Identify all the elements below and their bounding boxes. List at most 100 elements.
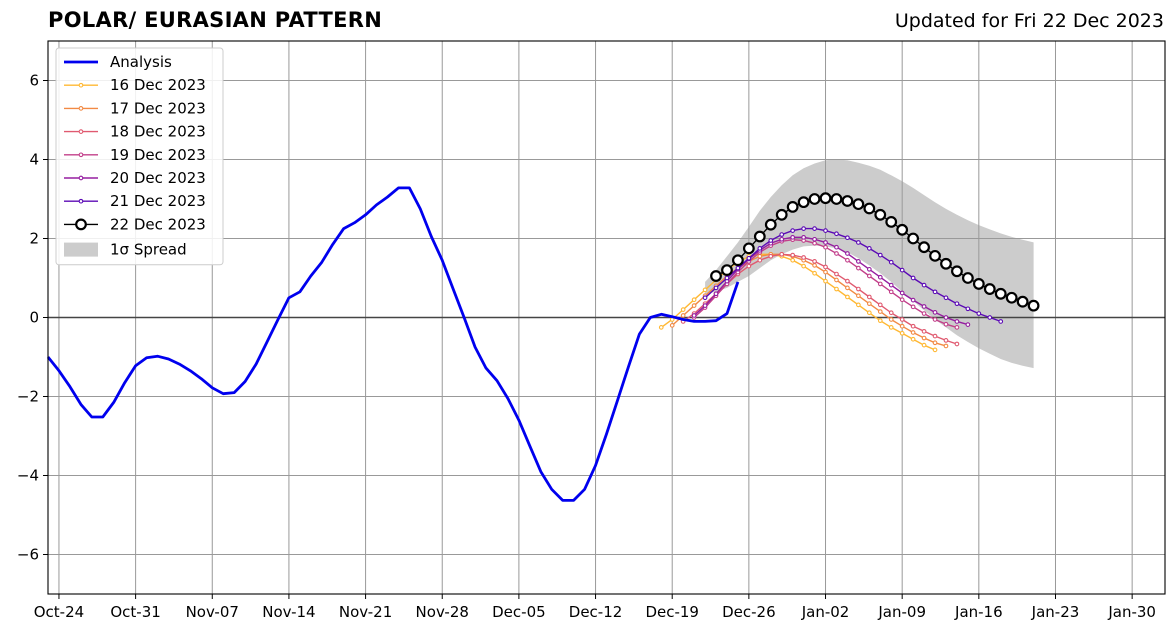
forecast-point [921,335,927,341]
forecast-point [801,255,806,260]
forecast-point [856,293,861,299]
forecast-point [823,269,828,275]
forecast-point [753,230,766,243]
y-tick-label: −6 [17,546,39,564]
forecast-point [910,330,916,335]
forecast-point [834,231,839,237]
forecast-point [910,304,916,310]
forecast-point [713,291,719,297]
forecast-point [896,223,909,236]
forecast-point [899,330,905,336]
legend-label: 17 Dec 2023 [110,99,206,117]
forecast-point [943,338,949,343]
forecast-point [702,303,708,309]
forecast-point [866,301,872,307]
forecast-point [910,336,916,342]
forecast-point [702,295,708,301]
forecast-point [866,266,872,272]
forecast-point [954,301,960,307]
forecast-point [1027,299,1040,312]
forecast-point [965,306,971,312]
forecast-point [951,265,963,278]
forecast-point [932,347,938,353]
legend-swatch-marker [78,152,84,158]
forecast-point [691,297,697,303]
forecast-point [852,198,865,211]
forecast-point [808,193,821,205]
forecast-point [812,263,817,268]
legend-swatch-marker [78,129,84,134]
forecast-point [845,257,850,263]
forecast-point [856,302,861,308]
forecast-point [866,294,872,300]
legend-swatch-marker [78,175,84,181]
x-tick-label: Jan-30 [1107,603,1156,621]
forecast-point [932,340,938,346]
forecast-point [972,278,985,290]
forecast-point [845,285,850,291]
x-tick-label: Oct-31 [110,603,160,621]
x-tick-label: Dec-19 [645,603,699,621]
forecast-point [961,272,974,284]
forecast-point [721,264,733,277]
forecast-point [1005,291,1018,304]
forecast-point [866,246,872,251]
forecast-point [713,285,719,291]
forecast-point [658,325,664,330]
forecast-point [732,254,744,267]
forecast-point [823,244,828,250]
forecast-point [746,263,752,269]
forecast-point [940,257,952,270]
forecast-point [812,226,817,231]
legend-swatch-spread [64,242,98,257]
forecast-point [877,302,883,308]
forecast-point [987,315,993,320]
forecast-point [746,255,752,261]
forecast-point [845,251,850,256]
forecast-point [680,313,686,318]
forecast-point [834,251,839,256]
forecast-point [899,297,905,303]
forecast-point [680,307,686,312]
chart-subtitle: Updated for Fri 22 Dec 2023 [894,10,1164,32]
spread-band [705,159,1034,369]
forecast-point [907,232,920,245]
x-tick-label: Dec-12 [569,603,623,621]
forecast-point [845,235,850,241]
forecast-point [790,228,796,233]
forecast-point [724,275,730,281]
x-tick-label: Oct-24 [34,603,84,621]
legend-box [55,47,224,266]
forecast-point [998,319,1004,324]
forecast-point [710,270,722,282]
forecast-point [994,287,1007,300]
forecast-point [910,297,916,303]
forecast-line [704,227,1001,323]
forecast-point [877,281,883,287]
forecast-point [841,195,854,207]
forecast-point [812,270,817,276]
x-tick-label: Jan-16 [954,603,1003,621]
forecast-point [856,259,861,264]
forecast-point [877,318,883,324]
legend-label: 20 Dec 2023 [110,169,206,187]
forecast-point [801,226,806,231]
forecast-point [823,264,828,270]
legend-swatch-marker [78,82,84,88]
x-tick-label: Nov-21 [339,603,392,621]
forecast-point [768,253,774,259]
forecast-point [834,271,839,277]
forecast-point [877,274,883,280]
forecast-point [775,208,788,221]
y-tick-label: −4 [17,467,39,485]
forecast-point [921,328,927,334]
legend-label: 1σ Spread [110,241,187,259]
y-tick-label: −2 [17,388,39,406]
forecast-point [899,323,905,329]
forecast-point [845,294,850,300]
x-tick-label: Jan-23 [1031,603,1080,621]
y-tick-label: 4 [29,151,39,169]
forecast-point [866,273,872,279]
forecast-point [921,304,927,309]
